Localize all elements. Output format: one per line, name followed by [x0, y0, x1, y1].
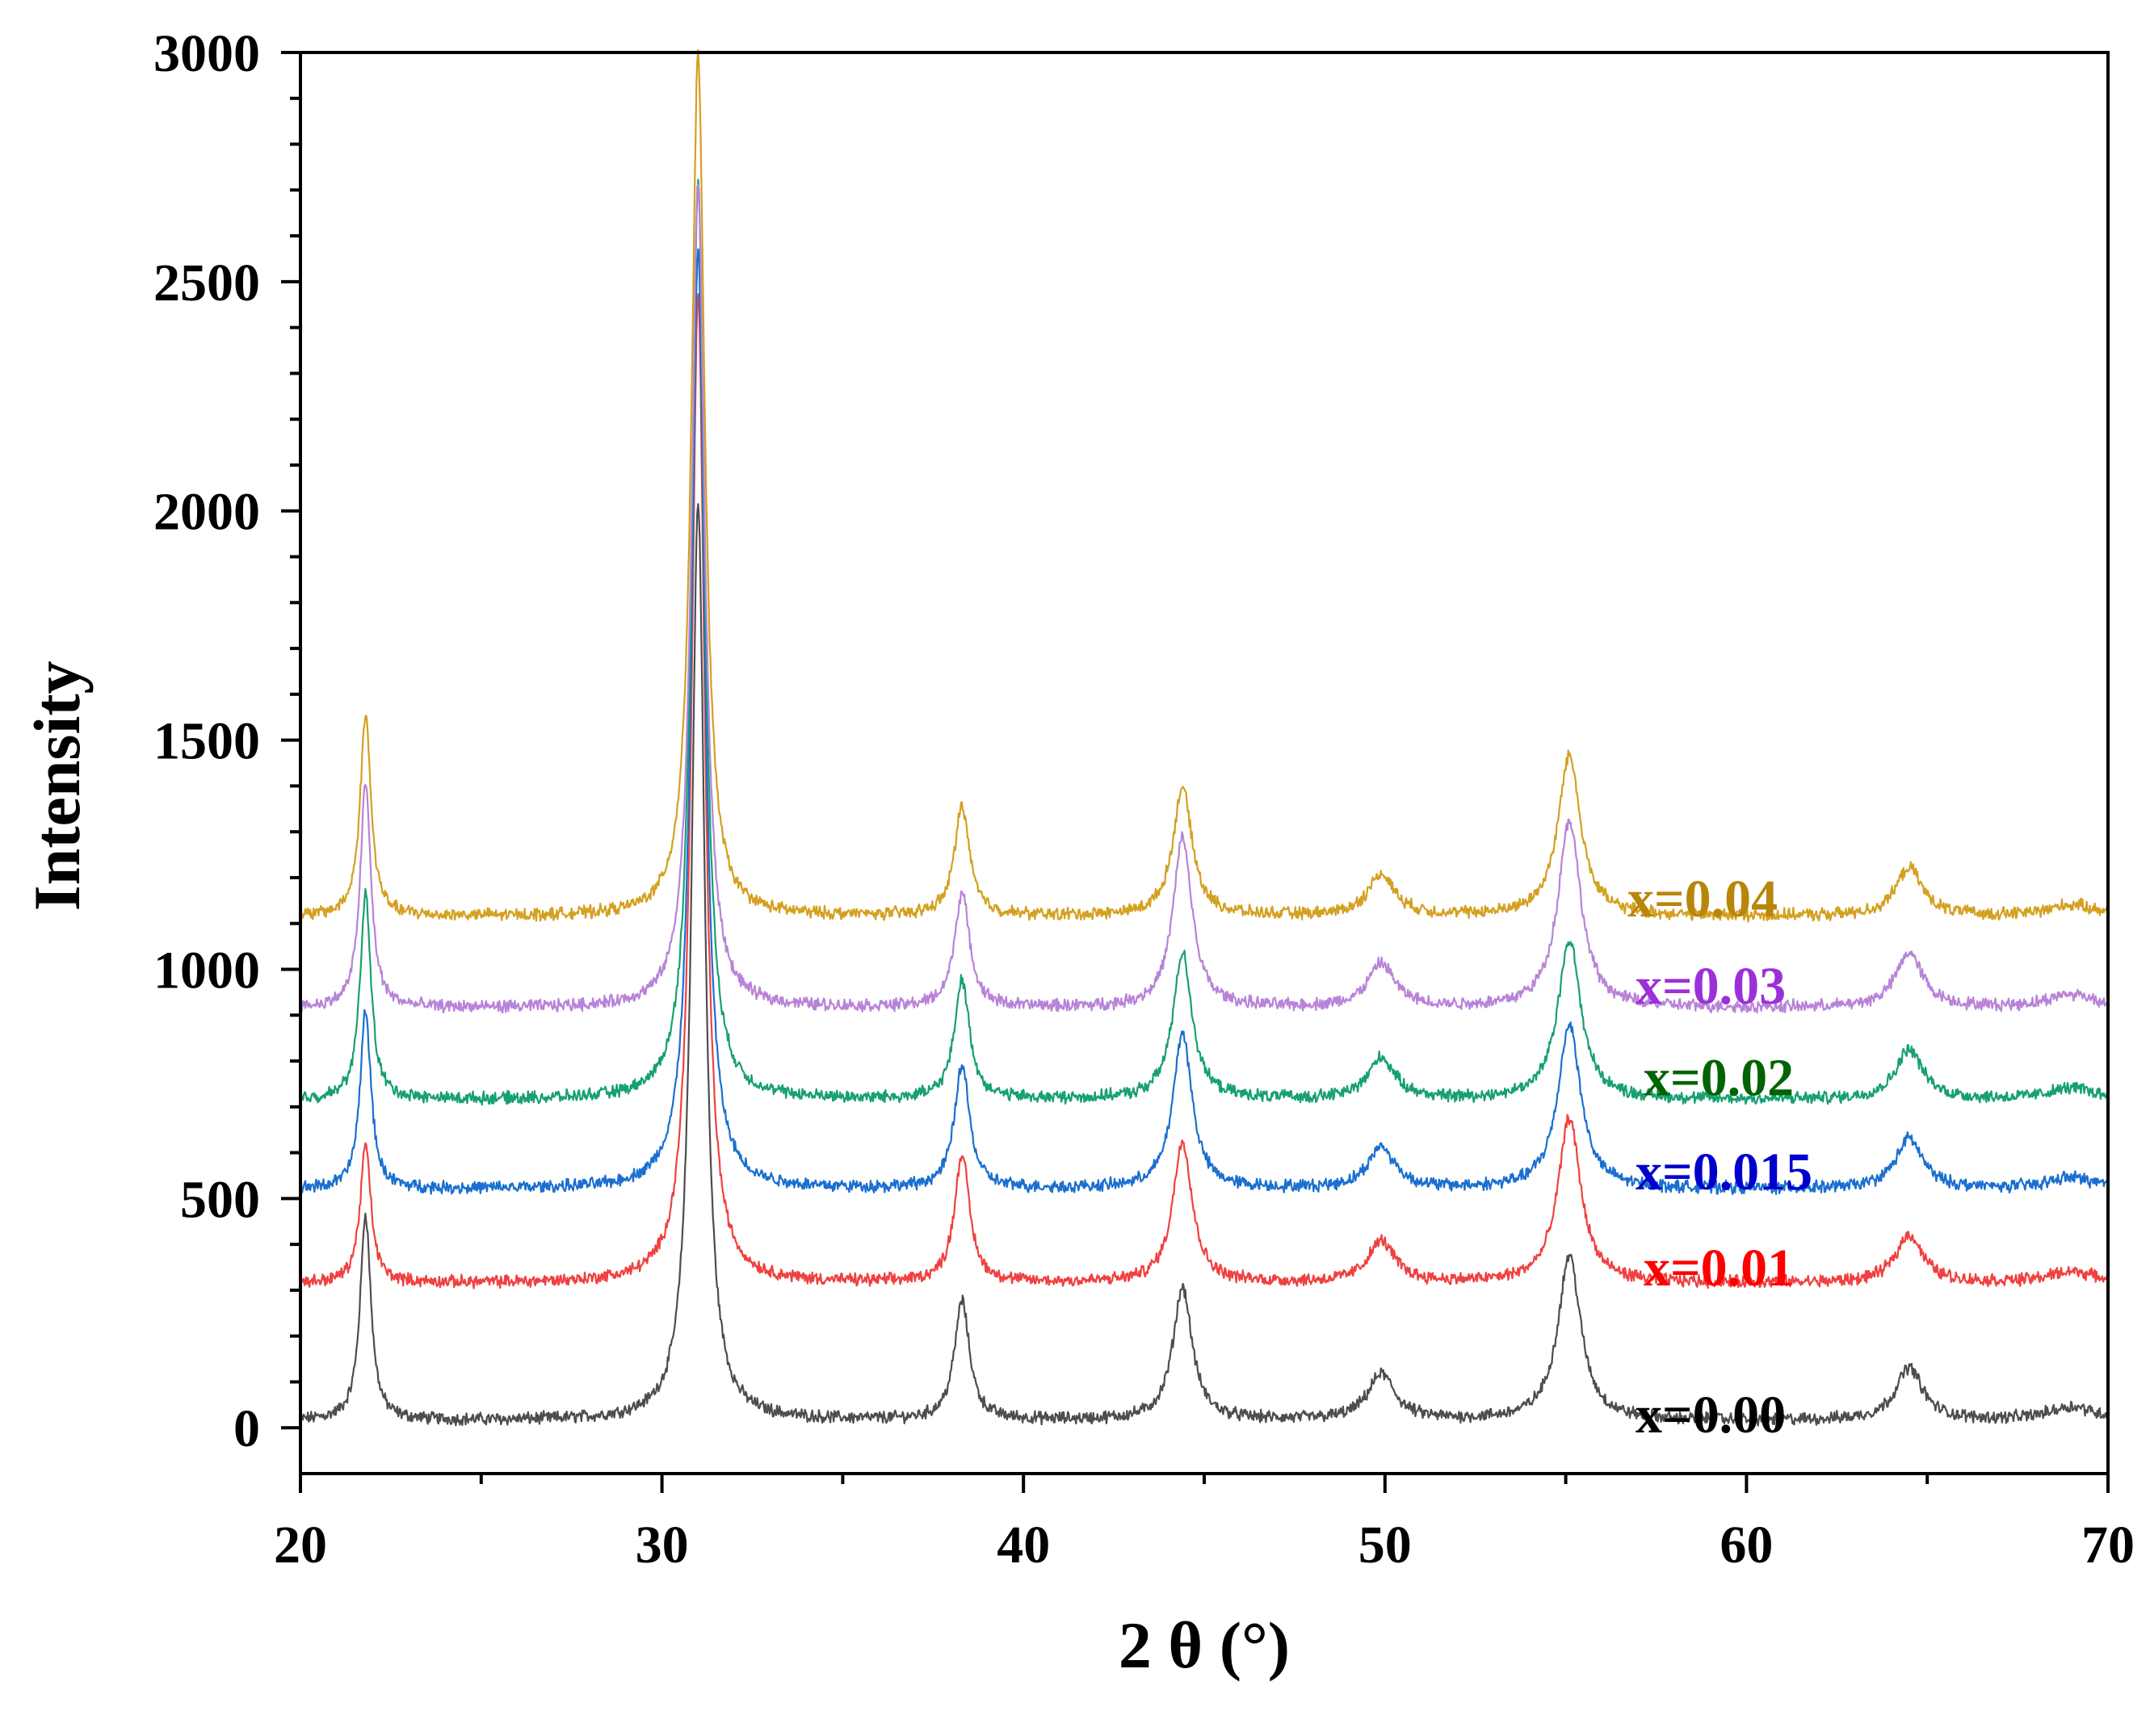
series-line-3 [299, 178, 2110, 1106]
y-tick-label: 0 [233, 1399, 260, 1458]
y-tick-label: 1500 [153, 712, 260, 771]
x-axis: 20 30 40 50 60 70 [274, 1474, 2135, 1575]
series-layer [299, 48, 2110, 1427]
series-line-1 [299, 293, 2110, 1289]
series-label-0: x=0.00 [1636, 1386, 1786, 1445]
series-line-0 [299, 503, 2110, 1427]
y-tick-label: 2500 [153, 254, 260, 312]
x-tick-label: 70 [2081, 1516, 2135, 1575]
series-label-2: x=0.015 [1636, 1143, 1812, 1201]
series-label-4: x=0.03 [1636, 957, 1786, 1016]
series-labels: x=0.00 x=0.01 x=0.015 x=0.02 x=0.03 x=0.04 [1627, 870, 1812, 1445]
series-label-5: x=0.04 [1627, 870, 1778, 929]
series-label-3: x=0.02 [1644, 1049, 1794, 1108]
x-tick-label: 60 [1720, 1516, 1773, 1575]
series-line-2 [299, 248, 2110, 1195]
series-line-4 [299, 183, 2109, 1014]
y-axis: 0 500 1000 1500 2000 2500 3000 [153, 24, 300, 1458]
y-tick-label: 2000 [153, 483, 260, 542]
x-tick-label: 30 [636, 1516, 689, 1575]
y-axis-title: Intensity [20, 660, 94, 911]
series-label-1: x=0.01 [1644, 1239, 1794, 1298]
x-tick-label: 20 [274, 1516, 327, 1575]
x-axis-title: 2 θ (°) [1119, 1608, 1290, 1682]
plot-frame [299, 51, 2110, 1475]
x-tick-label: 40 [997, 1516, 1050, 1575]
y-tick-label: 3000 [153, 24, 260, 83]
x-tick-label: 50 [1358, 1516, 1412, 1575]
series-line-5 [299, 48, 2109, 923]
y-tick-label: 500 [180, 1170, 260, 1229]
y-tick-label: 1000 [153, 941, 260, 1000]
